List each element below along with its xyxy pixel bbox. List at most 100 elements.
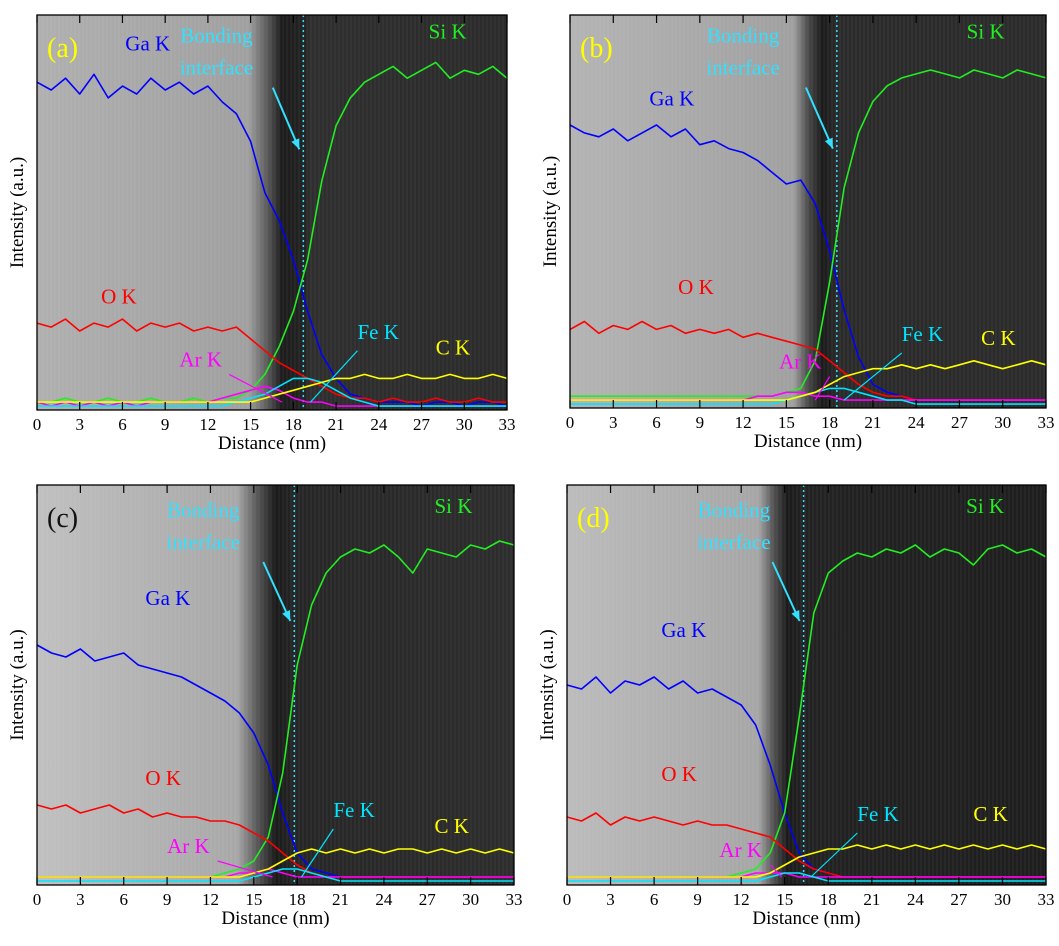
x-tick-label: 9 xyxy=(163,890,172,909)
x-tick-label: 6 xyxy=(650,890,659,909)
annotation: interface xyxy=(167,530,240,554)
x-tick-label: 0 xyxy=(566,413,575,432)
x-tick-label: 0 xyxy=(563,890,572,909)
profile-line xyxy=(570,69,1047,398)
x-tick-label: 30 xyxy=(462,890,479,909)
element-label: Ga K xyxy=(649,86,694,110)
profile-line xyxy=(570,359,1047,401)
x-tick-label: 33 xyxy=(499,415,516,434)
panel-label: (d) xyxy=(577,503,610,534)
profile-line xyxy=(36,318,507,403)
panel: Ga K Si K O K Ar K Fe K C K Bonding interface (c… xyxy=(7,484,523,929)
plot-frame xyxy=(36,14,508,411)
annotation: interface xyxy=(706,56,779,80)
annotation: Bonding xyxy=(180,24,253,48)
x-tick-label: 33 xyxy=(506,890,523,909)
panel-label: (a) xyxy=(47,33,78,64)
annotation: Bonding xyxy=(167,498,240,522)
x-tick-label: 0 xyxy=(33,890,42,909)
x-tick-label: 27 xyxy=(950,890,968,909)
element-label: C K xyxy=(435,814,469,838)
x-tick-label: 6 xyxy=(118,415,127,434)
y-axis-label: Intensity (a.u.) xyxy=(7,629,28,740)
x-tick-label: 21 xyxy=(864,413,881,432)
x-axis-label: Distance (nm) xyxy=(221,908,329,929)
profile-line xyxy=(37,373,508,403)
x-tick-label: 18 xyxy=(820,890,837,909)
x-tick-label: 12 xyxy=(199,415,216,434)
profile-line xyxy=(37,848,515,878)
element-label: O K xyxy=(678,275,714,299)
pointer xyxy=(310,350,358,403)
y-axis-label: Intensity (a.u.) xyxy=(7,157,28,268)
profile-line xyxy=(567,872,1046,882)
panel-label: (b) xyxy=(580,33,613,64)
x-tick-label: 15 xyxy=(778,413,795,432)
arrow-head xyxy=(791,610,800,621)
annotation: interface xyxy=(180,56,253,80)
element-label: Si K xyxy=(429,20,467,44)
panel: Ga K Si K O K Ar K Fe K C K Bonding interface (b… xyxy=(540,14,1055,452)
arrow xyxy=(771,561,801,622)
x-tick-label: 12 xyxy=(733,890,750,909)
plot-frame xyxy=(566,484,1047,886)
x-tick-label: 9 xyxy=(696,413,705,432)
pointer xyxy=(228,373,283,403)
x-tick-label: 30 xyxy=(994,413,1011,432)
x-tick-label: 3 xyxy=(606,890,615,909)
x-tick-label: 12 xyxy=(202,890,219,909)
element-label: Fe K xyxy=(333,798,374,822)
arrow-head xyxy=(282,610,291,621)
x-tick-label: 24 xyxy=(370,415,388,434)
x-tick-label: 33 xyxy=(1038,890,1055,909)
profile-line xyxy=(37,868,514,882)
x-tick-label: 27 xyxy=(419,890,437,909)
element-label: Fe K xyxy=(357,320,398,344)
annotation: interface xyxy=(697,530,770,554)
x-tick-label: 15 xyxy=(242,415,259,434)
x-tick-label: 9 xyxy=(161,415,170,434)
element-label: C K xyxy=(436,336,470,360)
annotation: Bonding xyxy=(698,498,771,522)
profile-line xyxy=(37,377,507,407)
x-tick-label: 27 xyxy=(413,415,431,434)
profile-line xyxy=(37,61,508,403)
element-label: Si K xyxy=(966,494,1004,518)
plot-frame xyxy=(569,14,1047,409)
profile-line xyxy=(36,73,508,407)
tem-image xyxy=(570,15,1046,408)
x-tick-label: 9 xyxy=(693,890,702,909)
element-label: C K xyxy=(973,802,1007,826)
element-label: O K xyxy=(145,766,181,790)
arrow xyxy=(262,561,292,622)
x-axis-label: Distance (nm) xyxy=(752,908,860,929)
panel: Ga K Si K O K Ar K Fe K C K Bonding interface (d… xyxy=(537,484,1055,929)
x-tick-label: 21 xyxy=(332,890,349,909)
x-tick-label: 30 xyxy=(456,415,473,434)
x-tick-label: 18 xyxy=(821,413,838,432)
x-tick-label: 21 xyxy=(328,415,345,434)
element-label: Ar K xyxy=(167,834,210,858)
x-tick-label: 18 xyxy=(289,890,306,909)
pointer xyxy=(814,376,831,401)
element-label: O K xyxy=(101,284,137,308)
tem-image xyxy=(37,15,507,410)
element-label: Ga K xyxy=(145,586,190,610)
x-axis-label: Distance (nm) xyxy=(754,431,862,452)
x-tick-label: 3 xyxy=(609,413,618,432)
element-label: O K xyxy=(661,762,697,786)
x-tick-label: 6 xyxy=(652,413,661,432)
x-tick-label: 24 xyxy=(907,890,925,909)
arrow xyxy=(804,87,834,150)
element-label: Si K xyxy=(435,494,473,518)
x-tick-label: 24 xyxy=(375,890,393,909)
element-label: Ar K xyxy=(779,350,822,374)
x-tick-label: 3 xyxy=(75,415,84,434)
x-tick-label: 0 xyxy=(33,415,42,434)
x-tick-label: 6 xyxy=(119,890,128,909)
element-label: C K xyxy=(981,326,1015,350)
arrow-head xyxy=(291,138,300,150)
arrow-head xyxy=(824,137,833,149)
element-label: Fe K xyxy=(902,322,943,346)
